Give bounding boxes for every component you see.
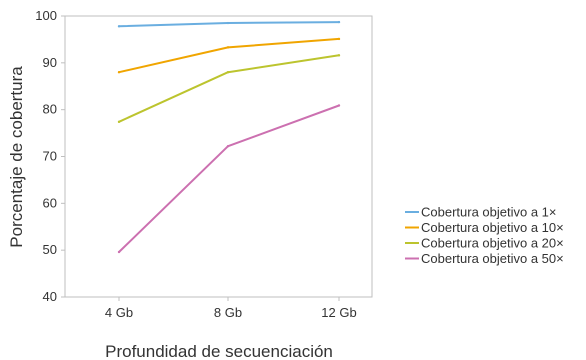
legend-item: Cobertura objetivo a 1×: [405, 205, 557, 220]
data-point: [226, 46, 230, 49]
series-line-4: [118, 104, 340, 253]
data-point: [117, 25, 121, 28]
data-point: [117, 120, 121, 124]
legend: Cobertura objetivo a 1×Cobertura objetiv…: [405, 205, 564, 266]
y-tick-label: 40: [43, 289, 57, 304]
data-point: [117, 71, 121, 74]
data-point: [226, 21, 230, 25]
legend-item: Cobertura objetivo a 50×: [405, 251, 564, 266]
y-tick-label: 90: [43, 55, 57, 70]
x-axis: 4 Gb 8 Gb 12 Gb: [105, 297, 357, 320]
y-tick-label: 70: [43, 149, 57, 164]
legend-label: Cobertura objetivo a 1×: [421, 205, 557, 220]
data-point: [226, 71, 230, 74]
legend-label: Cobertura objetivo a 50×: [421, 251, 564, 266]
legend-item: Cobertura objetivo a 10×: [405, 220, 564, 235]
series-layer: [117, 20, 341, 254]
y-tick-label: 60: [43, 195, 57, 210]
y-tick-label: 80: [43, 102, 57, 117]
x-tick-label: 12 Gb: [321, 305, 356, 320]
y-tick-label: 50: [43, 242, 57, 257]
data-point: [337, 20, 341, 24]
data-point: [117, 250, 121, 254]
series-line-2: [118, 37, 340, 74]
x-tick-label: 4 Gb: [105, 305, 133, 320]
y-axis: 40 50 60 70 80 90 100: [35, 8, 65, 304]
y-axis-title: Porcentaje de cobertura: [7, 66, 26, 248]
legend-item: Cobertura objetivo a 20×: [405, 236, 564, 251]
legend-label: Cobertura objetivo a 10×: [421, 220, 564, 235]
data-point: [337, 104, 341, 107]
y-tick-label: 100: [35, 8, 57, 23]
data-point: [337, 37, 341, 41]
x-axis-title: Profundidad de secuenciación: [105, 342, 333, 360]
legend-label: Cobertura objetivo a 20×: [421, 236, 564, 251]
data-point: [337, 54, 341, 57]
data-point: [226, 144, 230, 148]
x-tick-label: 8 Gb: [214, 305, 242, 320]
